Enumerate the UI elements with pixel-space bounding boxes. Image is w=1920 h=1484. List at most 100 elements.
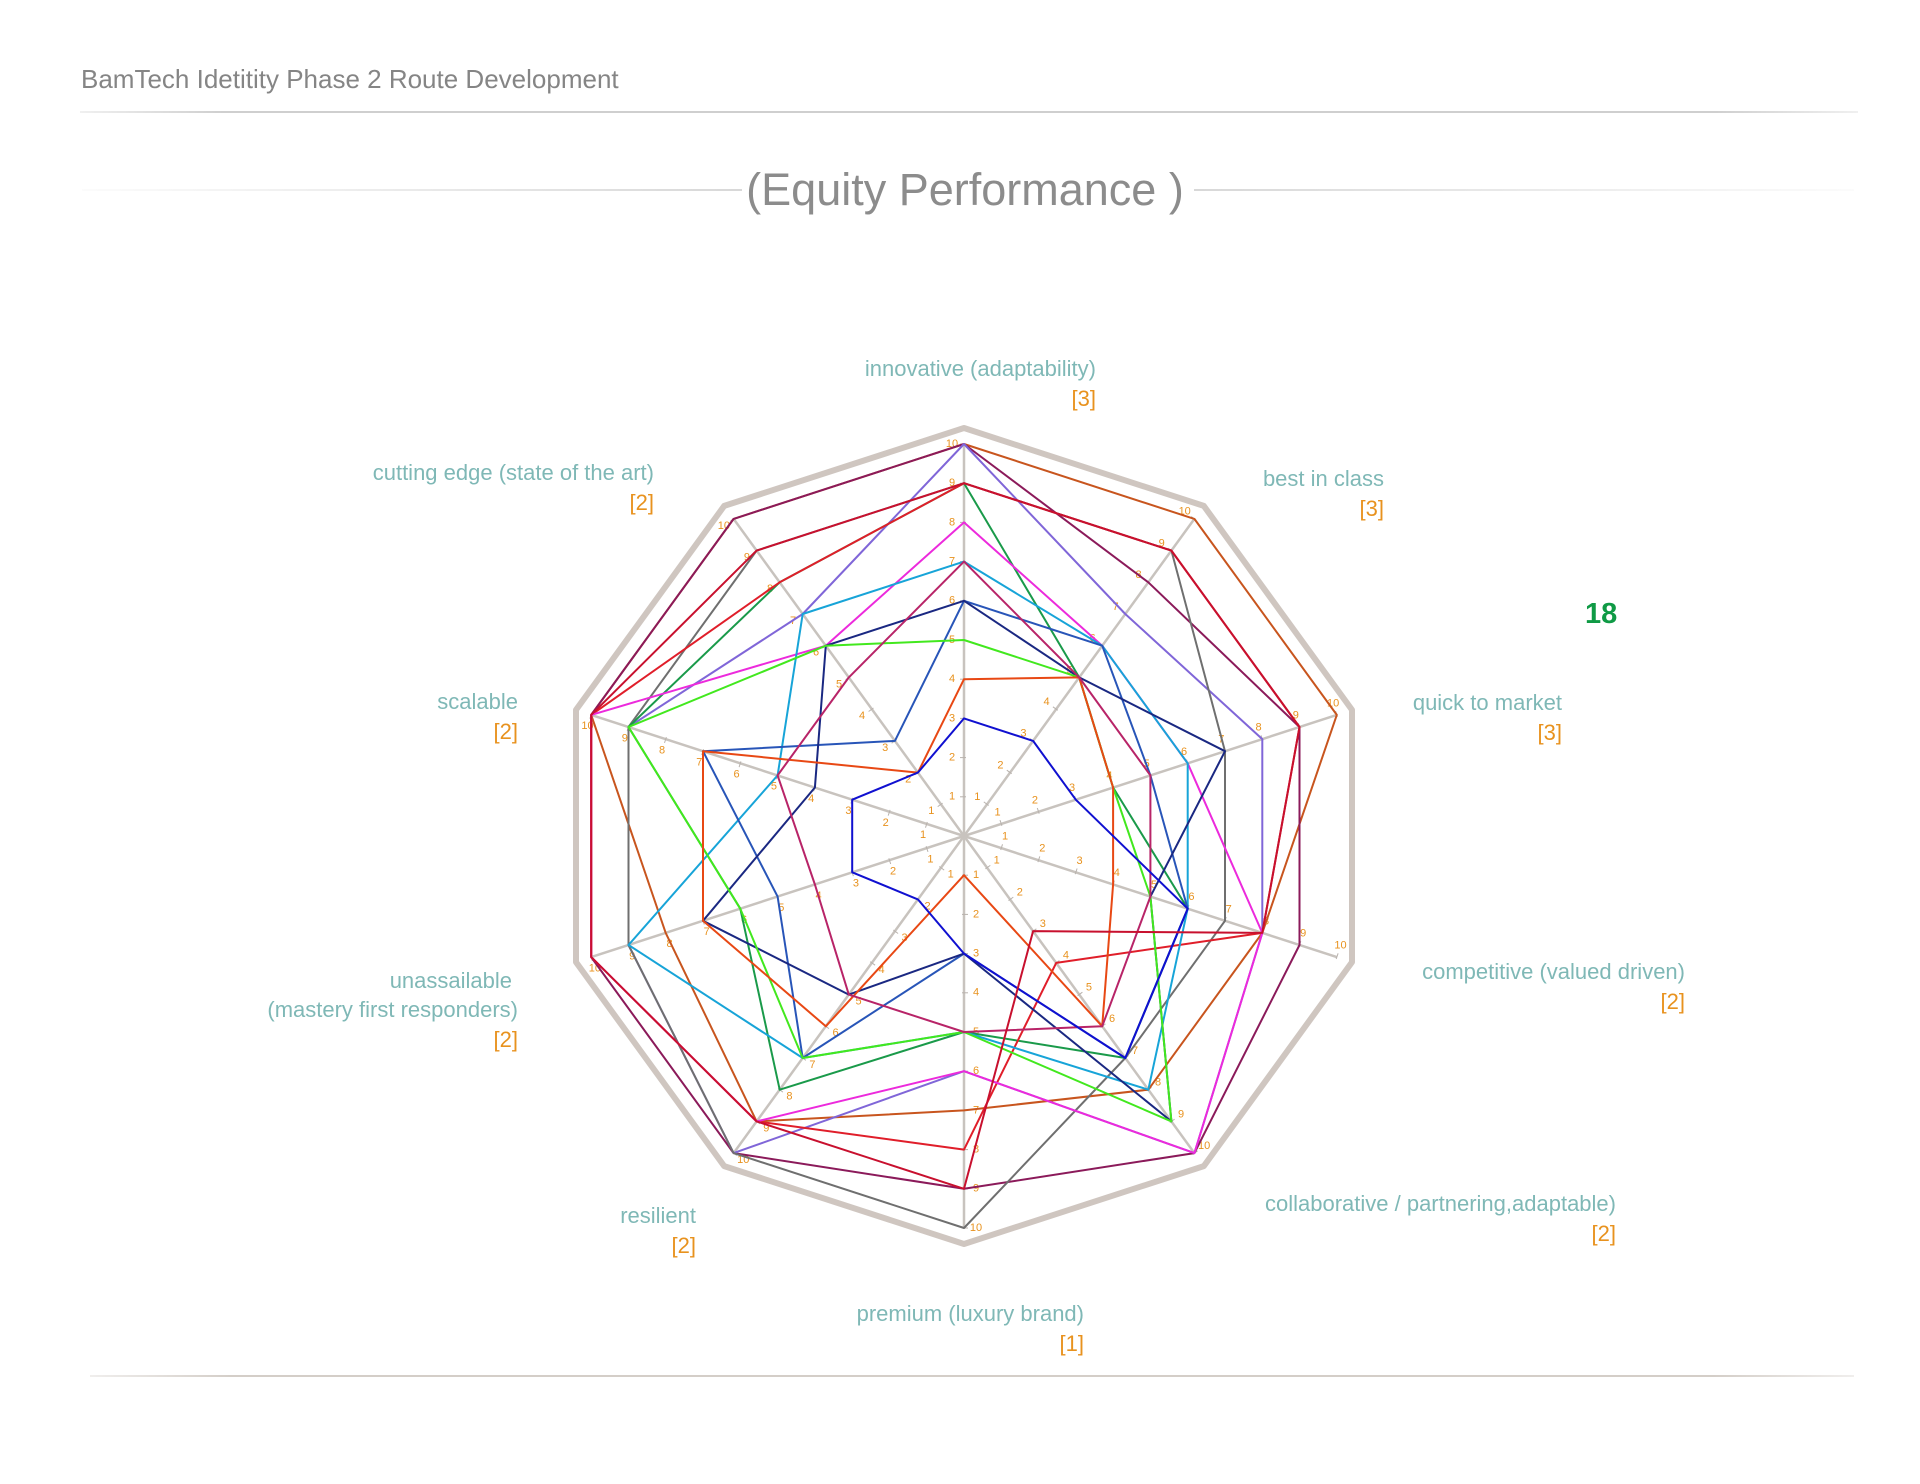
radar-tick-label: 4 bbox=[808, 793, 814, 805]
radar-tick-label: 9 bbox=[949, 477, 955, 489]
radar-tick-label: 2 bbox=[997, 759, 1003, 771]
radar-tick-label: 8 bbox=[973, 1144, 979, 1156]
radar-tick-label: 1 bbox=[973, 869, 979, 881]
axis-label-4: competitive (valued driven) bbox=[1422, 959, 1685, 984]
radar-tick-mark bbox=[664, 737, 667, 744]
radar-tick-label: 2 bbox=[890, 866, 896, 878]
document-title: BamTech Idetitity Phase 2 Route Developm… bbox=[81, 64, 619, 94]
radar-tick-label: 3 bbox=[973, 948, 979, 960]
radar-tick-label: 1 bbox=[948, 869, 954, 881]
radar-tick-label: 4 bbox=[878, 964, 884, 976]
axis-label-6: premium (luxury brand) bbox=[857, 1301, 1084, 1326]
radar-tick-label: 9 bbox=[1293, 710, 1299, 722]
header-divider bbox=[80, 111, 1858, 113]
radar-tick-label: 6 bbox=[813, 647, 819, 659]
radar-tick-label: 7 bbox=[809, 1059, 815, 1071]
radar-tick-label: 3 bbox=[902, 932, 908, 944]
axis-label-2: best in class bbox=[1263, 466, 1384, 491]
axis-label-5: collaborative / partnering,adaptable) bbox=[1265, 1191, 1616, 1216]
radar-tick-label: 7 bbox=[973, 1104, 979, 1116]
radar-tick-label: 9 bbox=[622, 732, 628, 744]
radar-tick-label: 8 bbox=[1155, 1077, 1161, 1089]
radar-tick-label: 4 bbox=[1063, 950, 1069, 962]
radar-frame bbox=[573, 425, 1355, 1247]
radar-tick-label: 2 bbox=[883, 817, 889, 829]
radar-series-13 bbox=[776, 560, 1152, 1033]
radar-tick-label: 3 bbox=[882, 742, 888, 754]
score-badge: 18 bbox=[1585, 598, 1618, 630]
radar-tick-label: 4 bbox=[859, 710, 865, 722]
radar-tick-label: 7 bbox=[1226, 903, 1232, 915]
radar-tick-label: 7 bbox=[949, 556, 955, 568]
radar-tick-label: 10 bbox=[1198, 1140, 1210, 1152]
radar-tick-label: 4 bbox=[949, 673, 955, 685]
radar-tick-label: 6 bbox=[949, 595, 955, 607]
radar-tick-label: 1 bbox=[974, 791, 980, 803]
radar-tick-mark bbox=[985, 864, 991, 870]
axis-weight-1: [3] bbox=[1072, 386, 1096, 411]
radar-tick-mark bbox=[925, 846, 929, 853]
title-rule-left bbox=[82, 189, 742, 191]
radar-tick-mark bbox=[893, 929, 899, 934]
radar-tick-label: 1 bbox=[949, 791, 955, 803]
radar-series-14 bbox=[851, 717, 1189, 1059]
radar-tick-mark bbox=[1036, 807, 1040, 814]
radar-tick-label: 8 bbox=[786, 1091, 792, 1103]
radar-tick-label: 2 bbox=[905, 774, 911, 786]
radar-tick-label: 2 bbox=[925, 900, 931, 912]
radar-tick-label: 5 bbox=[1086, 981, 1092, 993]
radar-series bbox=[590, 443, 1338, 1229]
radar-tick-mark bbox=[868, 707, 874, 712]
radar-tick-label: 2 bbox=[973, 908, 979, 920]
radar-tick-label: 9 bbox=[973, 1183, 979, 1195]
radar-tick-label: 7 bbox=[704, 926, 710, 938]
axis-weight-2: [3] bbox=[1360, 496, 1384, 521]
radar-tick-mark bbox=[1335, 953, 1339, 960]
radar-outer-frame bbox=[573, 425, 1355, 1247]
radar-tick-mark bbox=[999, 819, 1003, 826]
radar-tick-label: 9 bbox=[1300, 928, 1306, 940]
axis-label-3: quick to market bbox=[1413, 690, 1562, 715]
axis-weight-5: [2] bbox=[1592, 1221, 1616, 1246]
radar-tick-label: 3 bbox=[1020, 728, 1026, 740]
radar-tick-label: 5 bbox=[836, 678, 842, 690]
radar-tick-label: 9 bbox=[763, 1122, 769, 1134]
radar-tick-mark bbox=[1000, 844, 1003, 851]
radar-series-15 bbox=[590, 482, 1301, 1190]
radar-tick-mark bbox=[937, 802, 943, 808]
axis-weight-6: [1] bbox=[1060, 1331, 1084, 1356]
radar-tick-label: 6 bbox=[973, 1065, 979, 1077]
radar-tick-label: 7 bbox=[1132, 1045, 1138, 1057]
radar-tick-label: 5 bbox=[778, 902, 784, 914]
radar-tick-label: 1 bbox=[928, 805, 934, 817]
axis-label-8: unassailable (mastery first responders) bbox=[267, 968, 518, 1022]
radar-tick-label: 3 bbox=[845, 805, 851, 817]
radar-tick-mark bbox=[738, 761, 742, 768]
radar-tick-label: 9 bbox=[629, 950, 635, 962]
footer-divider bbox=[90, 1375, 1854, 1377]
chart-title: (Equity Performance ) bbox=[746, 164, 1184, 215]
radar-tick-label: 1 bbox=[920, 829, 926, 841]
radar-tick-mark bbox=[925, 821, 928, 828]
axis-label-9: scalable bbox=[437, 689, 518, 714]
radar-tick-mark bbox=[1074, 868, 1078, 875]
axis-label-10: cutting edge (state of the art) bbox=[373, 460, 654, 485]
radar-tick-label: 6 bbox=[1109, 1013, 1115, 1025]
radar-series-3 bbox=[627, 443, 1264, 1155]
radar-tick-mark bbox=[939, 866, 945, 871]
radar-tick-label: 4 bbox=[973, 987, 979, 999]
radar-tick-label: 2 bbox=[949, 752, 955, 764]
radar-tick-mark bbox=[983, 801, 989, 806]
radar-tick-label: 8 bbox=[666, 938, 672, 950]
axis-label-1: innovative (adaptability) bbox=[865, 356, 1096, 381]
radar-tick-mark bbox=[887, 809, 891, 816]
radar-tick-label: 3 bbox=[949, 712, 955, 724]
radar-tick-label: 9 bbox=[744, 552, 750, 564]
radar-tick-mark bbox=[1052, 706, 1059, 711]
radar-tick-label: 3 bbox=[1069, 782, 1075, 794]
radar-tick-label: 8 bbox=[1255, 722, 1261, 734]
radar-tick-label: 3 bbox=[853, 878, 859, 890]
axis-weight-9: [2] bbox=[494, 719, 518, 744]
axis-weight-8: [2] bbox=[494, 1027, 518, 1052]
axis-weight-10: [2] bbox=[630, 490, 654, 515]
